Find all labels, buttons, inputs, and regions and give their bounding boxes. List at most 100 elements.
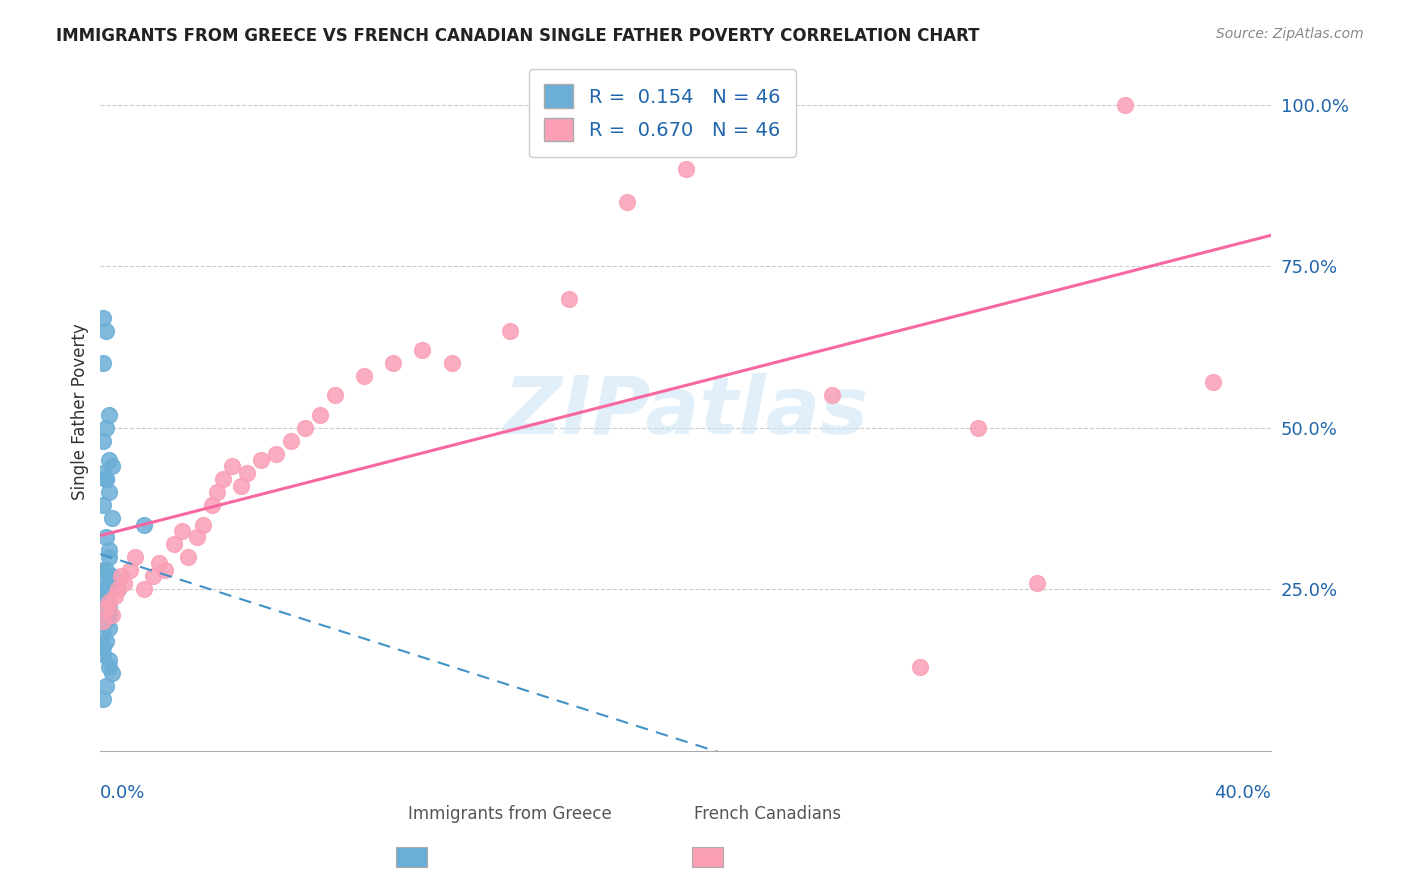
Point xyxy=(967,420,990,434)
Point xyxy=(124,549,146,564)
Point xyxy=(557,292,579,306)
Point xyxy=(134,582,156,596)
Point xyxy=(98,485,121,500)
Point xyxy=(96,531,118,545)
Point xyxy=(200,498,222,512)
Point xyxy=(98,595,121,609)
Point xyxy=(1201,376,1223,390)
Point xyxy=(101,459,124,474)
Point xyxy=(107,582,129,596)
Point xyxy=(110,569,132,583)
Point xyxy=(98,549,121,564)
Text: Source: ZipAtlas.com: Source: ZipAtlas.com xyxy=(1216,27,1364,41)
Point xyxy=(101,575,124,590)
Point xyxy=(323,388,346,402)
Point xyxy=(104,589,127,603)
Point xyxy=(96,472,118,486)
Point xyxy=(153,563,176,577)
Point xyxy=(98,601,121,615)
Text: IMMIGRANTS FROM GREECE VS FRENCH CANADIAN SINGLE FATHER POVERTY CORRELATION CHAR: IMMIGRANTS FROM GREECE VS FRENCH CANADIA… xyxy=(56,27,980,45)
Point xyxy=(96,679,118,693)
Point xyxy=(134,517,156,532)
Point xyxy=(91,647,114,661)
Point xyxy=(91,627,114,641)
Point xyxy=(616,194,638,209)
Point xyxy=(101,607,124,622)
Point xyxy=(91,595,114,609)
Text: ZIPatlas: ZIPatlas xyxy=(503,373,869,450)
Legend: R =  0.154   N = 46, R =  0.670   N = 46: R = 0.154 N = 46, R = 0.670 N = 46 xyxy=(529,69,796,157)
Point xyxy=(280,434,302,448)
Point xyxy=(91,466,114,480)
Point xyxy=(411,343,433,358)
Point xyxy=(250,453,273,467)
Point xyxy=(98,653,121,667)
Point xyxy=(91,434,114,448)
Point xyxy=(186,531,208,545)
Point xyxy=(91,615,114,629)
Point xyxy=(207,485,229,500)
Point xyxy=(96,589,118,603)
Point xyxy=(908,659,931,673)
Point xyxy=(107,582,129,596)
Point xyxy=(177,549,200,564)
Point xyxy=(101,666,124,681)
Text: Immigrants from Greece: Immigrants from Greece xyxy=(408,805,612,822)
Point xyxy=(96,472,118,486)
Point xyxy=(440,356,463,370)
Text: French Canadians: French Canadians xyxy=(695,805,841,822)
Point xyxy=(309,408,332,422)
Point xyxy=(96,324,118,338)
Point xyxy=(96,633,118,648)
Point xyxy=(96,563,118,577)
Point xyxy=(1026,575,1049,590)
Point xyxy=(101,582,124,596)
Point xyxy=(118,563,141,577)
Point xyxy=(91,589,114,603)
Point xyxy=(142,569,165,583)
Point xyxy=(91,498,114,512)
Point xyxy=(96,607,118,622)
Point xyxy=(101,511,124,525)
Point xyxy=(96,601,118,615)
Point xyxy=(98,453,121,467)
Point xyxy=(98,621,121,635)
Point xyxy=(101,569,124,583)
Point xyxy=(96,595,118,609)
Text: 0.0%: 0.0% xyxy=(100,784,146,803)
Point xyxy=(98,543,121,558)
Point xyxy=(221,459,243,474)
Y-axis label: Single Father Poverty: Single Father Poverty xyxy=(72,323,89,500)
Point xyxy=(382,356,405,370)
Point xyxy=(733,98,755,112)
Point xyxy=(212,472,235,486)
Point xyxy=(96,615,118,629)
Point xyxy=(96,582,118,596)
Point xyxy=(229,479,252,493)
Text: 40.0%: 40.0% xyxy=(1215,784,1271,803)
Point xyxy=(1114,98,1136,112)
Point xyxy=(96,420,118,434)
Point xyxy=(91,356,114,370)
Point xyxy=(112,575,135,590)
Point xyxy=(264,446,287,460)
Point xyxy=(104,582,127,596)
Point xyxy=(172,524,194,538)
Point xyxy=(91,640,114,655)
Point xyxy=(675,162,697,177)
Point xyxy=(821,388,844,402)
Point xyxy=(499,324,522,338)
Point xyxy=(353,369,375,384)
Point xyxy=(162,537,184,551)
Point xyxy=(91,310,114,325)
Point xyxy=(98,659,121,673)
Point xyxy=(98,607,121,622)
Point xyxy=(91,563,114,577)
Point xyxy=(98,408,121,422)
Point xyxy=(91,575,114,590)
Point xyxy=(191,517,214,532)
Point xyxy=(148,556,170,570)
Point xyxy=(235,466,257,480)
Point xyxy=(294,420,316,434)
Point xyxy=(98,575,121,590)
